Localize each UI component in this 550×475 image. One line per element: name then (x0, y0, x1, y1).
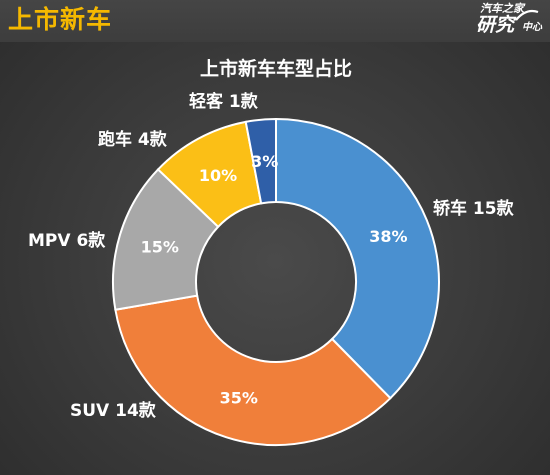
brand-subtitle: 研究 (475, 14, 514, 36)
category-label-跑车: 跑车 4款 (98, 129, 168, 150)
category-label-SUV: SUV 14款 (70, 400, 157, 421)
pct-label-MPV: 15% (141, 238, 179, 257)
brand-name: 汽车之家 (480, 2, 524, 15)
slice-轻客 (244, 117, 277, 205)
chart-title: 上市新车车型占比 (200, 57, 352, 80)
category-label-轻客: 轻客 1款 (189, 91, 259, 112)
pct-label-SUV: 35% (220, 389, 258, 408)
brand-subtitle-suffix: 中心 (522, 22, 542, 33)
pct-label-轿车: 38% (369, 227, 407, 246)
pct-label-跑车: 10% (199, 166, 237, 185)
percent-labels-group: 38% 35% 15% 10% 3% (141, 152, 408, 408)
brand-logo (452, 2, 544, 40)
page-title: 上市新车 (8, 5, 113, 34)
slice-SUV (114, 294, 392, 446)
slices-group (112, 117, 440, 446)
swoosh-icon (515, 9, 539, 21)
category-label-MPV: MPV 6款 (28, 230, 106, 251)
slice-轿车 (275, 117, 440, 400)
header-band (0, 0, 550, 42)
pct-label-轻客: 3% (251, 152, 278, 171)
category-label-轿车: 轿车 15款 (433, 198, 515, 219)
